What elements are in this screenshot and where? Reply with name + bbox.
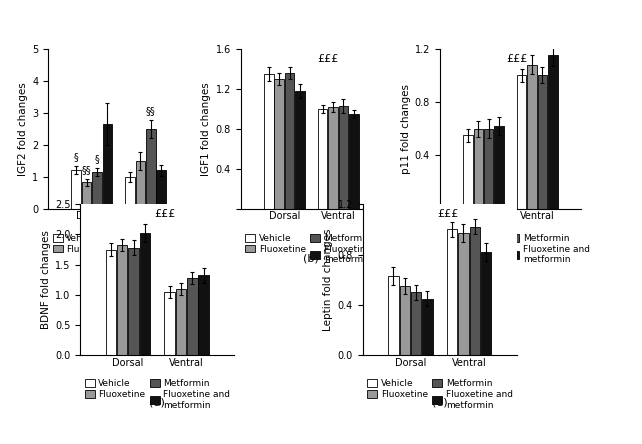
Legend: Vehicle, Fluoxetine, Metformin, Fluoxetine and
metformin: Vehicle, Fluoxetine, Metformin, Fluoxeti… [367, 379, 513, 409]
Y-axis label: p11 fold changes: p11 fold changes [401, 84, 410, 174]
Y-axis label: IGF1 fold changes: IGF1 fold changes [202, 82, 211, 176]
Bar [71, 170, 81, 209]
Bar [295, 91, 305, 209]
Bar [538, 75, 547, 209]
Text: (d): (d) [150, 397, 165, 408]
Text: (c): (c) [503, 254, 518, 263]
Bar [548, 56, 558, 209]
Text: £££: £££ [318, 54, 339, 63]
Bar [318, 109, 327, 209]
Legend: Vehicle, Fluoxetine, Metformin, Fluoxetine and
metformin: Vehicle, Fluoxetine, Metformin, Fluoxeti… [85, 379, 230, 409]
Text: §§: §§ [146, 106, 156, 116]
Bar [339, 106, 348, 209]
Y-axis label: BDNF fold changes: BDNF fold changes [41, 230, 51, 329]
Legend: Vehicle, Fluoxetine, Metformin, Fluoxetine and
metformin: Vehicle, Fluoxetine, Metformin, Fluoxeti… [245, 234, 391, 264]
Bar [117, 245, 128, 355]
Bar [128, 248, 139, 355]
Bar [176, 289, 186, 355]
Y-axis label: Leptin fold changes: Leptin fold changes [324, 229, 333, 331]
Bar [264, 74, 273, 209]
Text: (a): (a) [111, 254, 126, 263]
Bar [82, 182, 91, 209]
Bar [527, 65, 537, 209]
Bar [135, 161, 145, 209]
Bar [422, 298, 433, 355]
Bar [388, 276, 399, 355]
Bar [328, 107, 338, 209]
Bar [275, 79, 284, 209]
Bar [469, 227, 480, 355]
Bar [187, 278, 198, 355]
Y-axis label: IGF2 fold changes: IGF2 fold changes [18, 82, 28, 176]
Bar [411, 292, 421, 355]
Text: §: § [94, 154, 100, 164]
Bar [494, 126, 504, 209]
Text: §§: §§ [82, 165, 92, 175]
Text: §: § [74, 152, 79, 162]
Bar [285, 73, 295, 209]
Text: £££: £££ [437, 209, 458, 219]
Text: (e): (e) [432, 397, 447, 408]
Legend: Vehicle, Fluoxetine, Metformin, Fluoxetine and
metformin: Vehicle, Fluoxetine, Metformin, Fluoxeti… [53, 234, 198, 264]
Bar [481, 252, 491, 355]
Bar [146, 129, 155, 209]
Bar [103, 124, 112, 209]
Bar [349, 114, 359, 209]
Text: £££: £££ [507, 54, 528, 63]
Bar [458, 233, 469, 355]
Bar [198, 275, 209, 355]
Bar [125, 177, 135, 209]
Bar [399, 286, 410, 355]
Bar [463, 135, 473, 209]
Bar [92, 172, 102, 209]
Text: £££: £££ [154, 209, 176, 219]
Bar [517, 75, 526, 209]
Bar [164, 292, 175, 355]
Bar [474, 129, 483, 209]
Bar [106, 250, 116, 355]
Bar [447, 230, 457, 355]
Text: (b): (b) [304, 254, 319, 263]
Bar [157, 170, 166, 209]
Bar [484, 129, 494, 209]
Bar [140, 233, 150, 355]
Legend: Vehicle, Fluoxetine, Metformin, Fluoxetine and
metformin: Vehicle, Fluoxetine, Metformin, Fluoxeti… [444, 234, 590, 264]
